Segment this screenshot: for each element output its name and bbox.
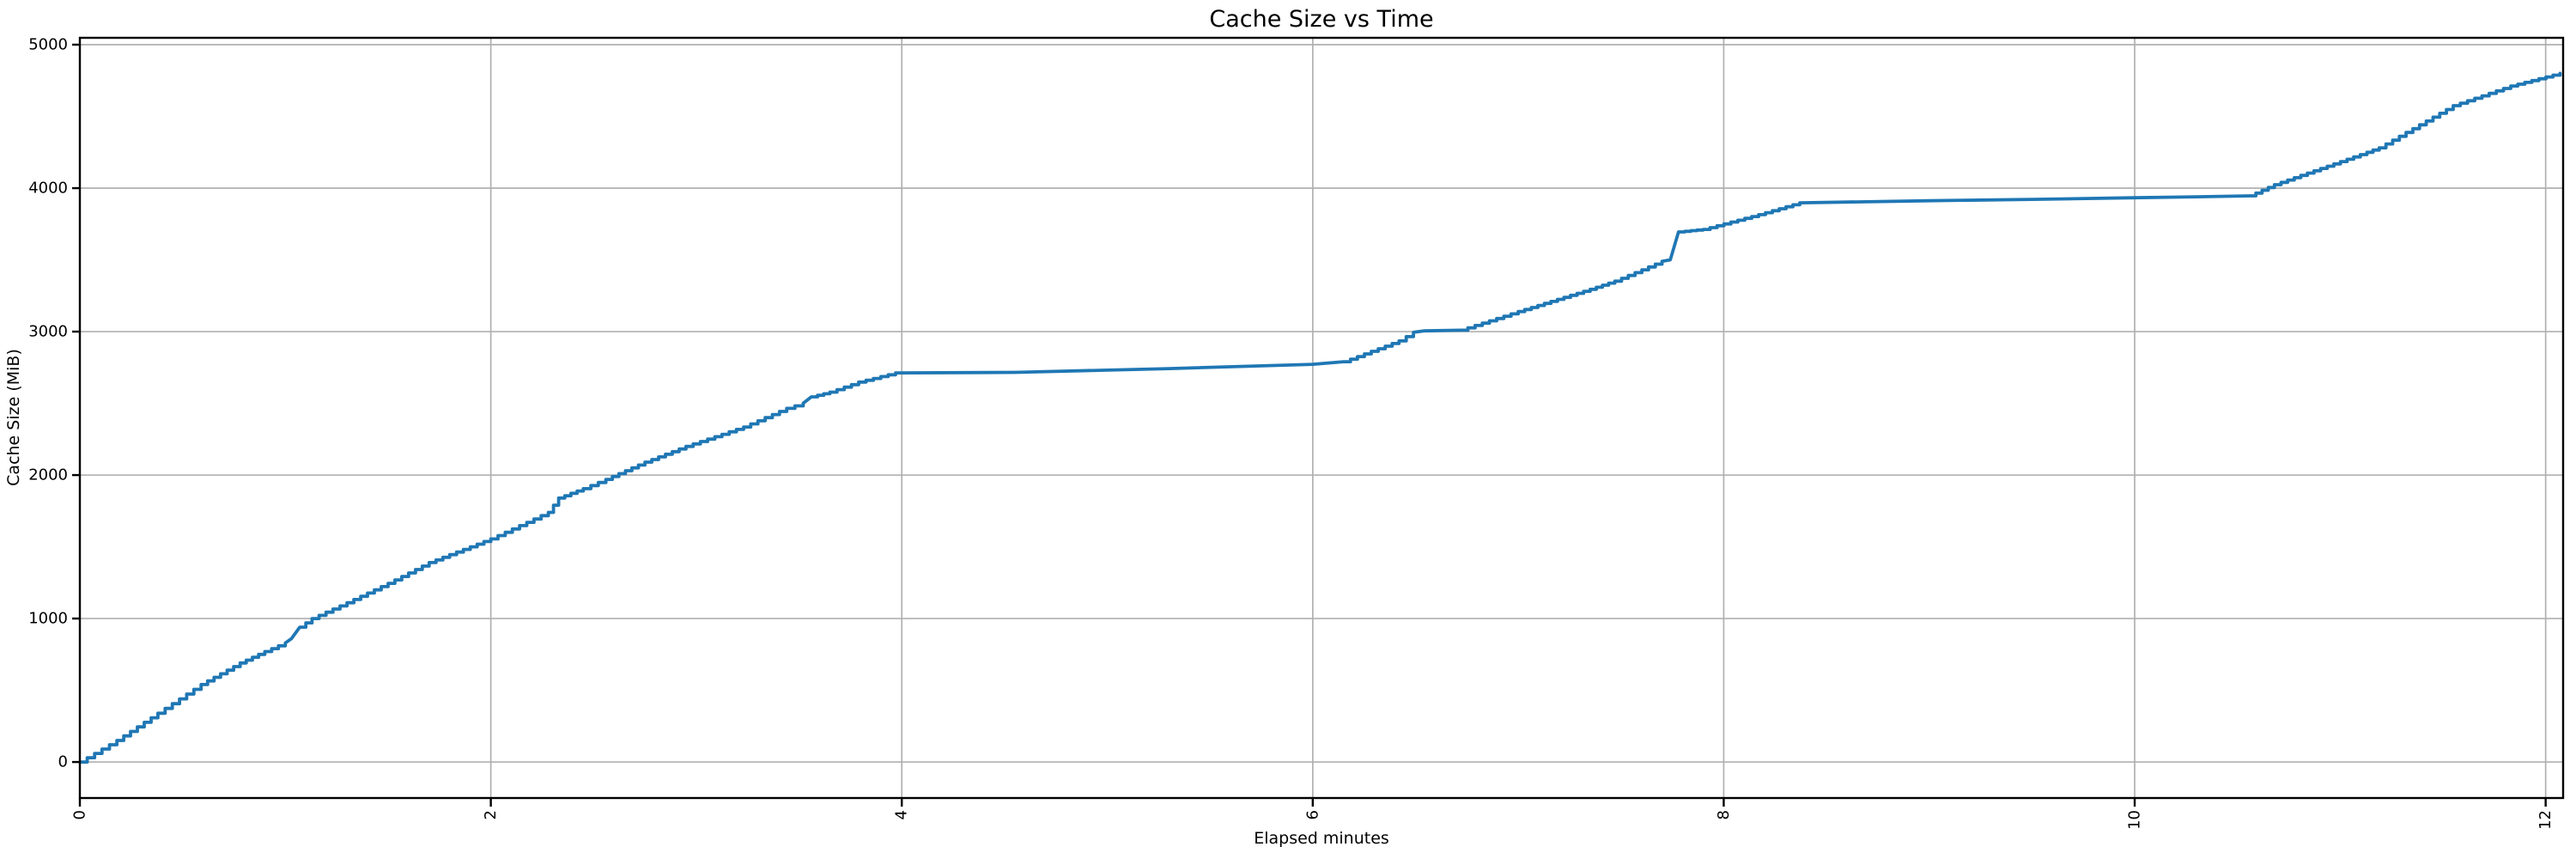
x-tick-label: 10	[2126, 810, 2144, 830]
x-tick-label: 2	[482, 810, 500, 819]
y-tick-label: 0	[58, 753, 68, 771]
y-axis-label: Cache Size (MiB)	[4, 349, 23, 486]
y-tick-label: 1000	[28, 610, 68, 628]
y-tick-label: 5000	[28, 36, 68, 54]
y-tick-label: 2000	[28, 466, 68, 484]
plot-area-border	[78, 36, 2565, 800]
series-layer	[78, 71, 2562, 764]
x-tick-label: 0	[71, 810, 89, 819]
y-tick-label: 4000	[28, 180, 68, 198]
x-tick-label: 6	[1303, 810, 1321, 819]
gridlines	[79, 38, 2563, 798]
x-tick-label: 12	[2537, 810, 2555, 830]
x-tick-label: 4	[893, 810, 911, 819]
axis-ticks: 0 2 4 6 8 10 12 0 1000 2000 3000 4000 5000	[28, 36, 2555, 830]
y-tick-label: 3000	[28, 323, 68, 341]
cache-size-line	[78, 71, 2562, 764]
x-tick-label: 8	[1715, 810, 1733, 819]
chart-title: Cache Size vs Time	[1209, 6, 1433, 33]
axis-labels: Cache Size vs Time Elapsed minutes Cache…	[4, 6, 1434, 848]
x-axis-label: Elapsed minutes	[1254, 829, 1389, 848]
